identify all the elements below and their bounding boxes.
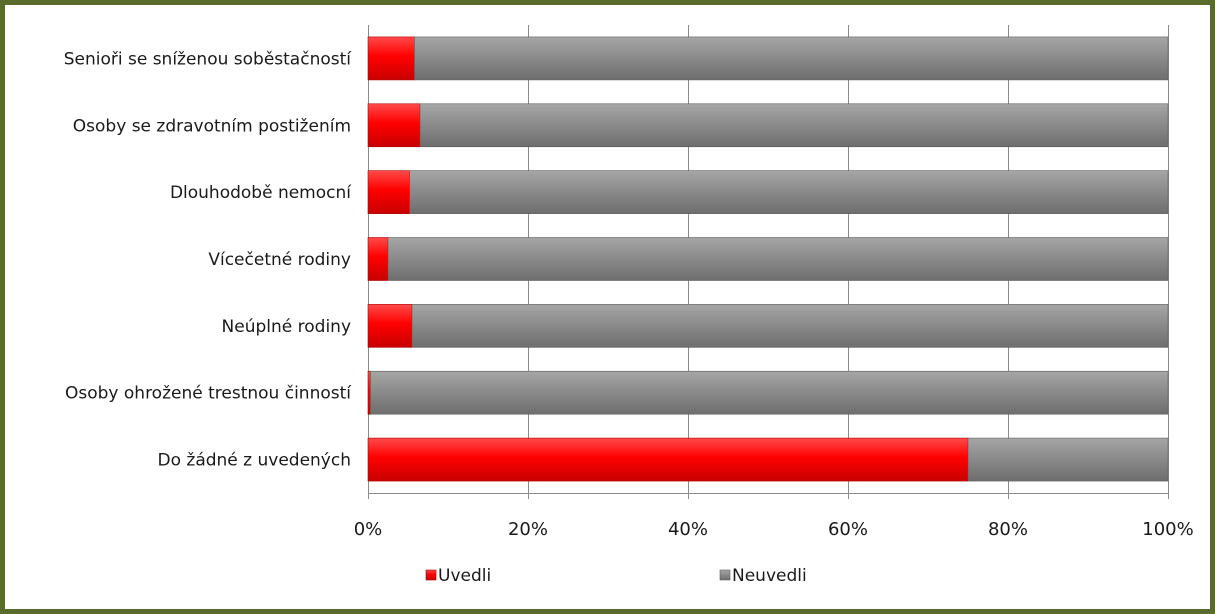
- legend-label-uvedli: Uvedli: [438, 566, 491, 586]
- legend-swatch-neuvedli: [719, 569, 731, 581]
- bar-neuvedli-1: [419, 103, 1169, 148]
- category-label-2: Dlouhodobě nemocní: [170, 183, 352, 203]
- x-tick-label-0: 0%: [354, 519, 383, 540]
- bar-uvedli-1: [367, 103, 421, 148]
- bar-uvedli-6: [367, 437, 969, 482]
- category-label-5: Osoby ohrožené trestnou činností: [65, 384, 352, 404]
- bar-neuvedli-4: [411, 304, 1169, 348]
- bar-uvedli-3: [367, 237, 389, 281]
- x-tick-label-4: 80%: [988, 519, 1028, 540]
- bar-neuvedli-6: [967, 437, 1169, 482]
- bar-uvedli-5: [367, 370, 371, 415]
- legend: Uvedli Neuvedli: [425, 566, 807, 586]
- legend-label-neuvedli: Neuvedli: [732, 566, 807, 586]
- bar-neuvedli-3: [387, 237, 1169, 281]
- category-label-3: Vícečetné rodiny: [208, 250, 351, 270]
- bar-neuvedli-0: [414, 36, 1169, 81]
- bar-uvedli-4: [367, 304, 413, 348]
- category-label-4: Neúplné rodiny: [222, 317, 351, 337]
- category-label-1: Osoby se zdravotním postižením: [73, 116, 351, 136]
- x-tick-label-2: 40%: [668, 519, 708, 540]
- legend-swatch-uvedli: [425, 569, 437, 581]
- x-tick-label-1: 20%: [508, 519, 548, 540]
- x-axis-tick-labels: 0% 20% 40% 60% 80% 100%: [354, 519, 1194, 540]
- category-label-0: Senioři se sníženou soběstačností: [64, 49, 353, 69]
- stacked-bar-chart: Senioři se sníženou soběstačností Osoby s…: [64, 25, 1194, 586]
- category-labels: Senioři se sníženou soběstačností Osoby s…: [64, 49, 353, 470]
- bar-neuvedli-2: [409, 170, 1169, 214]
- bar-uvedli-0: [367, 36, 415, 81]
- x-tick-label-3: 60%: [828, 519, 868, 540]
- category-label-6: Do žádné z uvedených: [158, 451, 352, 471]
- x-tick-label-5: 100%: [1142, 519, 1193, 540]
- bars: [367, 36, 1169, 482]
- bar-uvedli-2: [367, 170, 410, 214]
- bar-neuvedli-5: [370, 370, 1169, 415]
